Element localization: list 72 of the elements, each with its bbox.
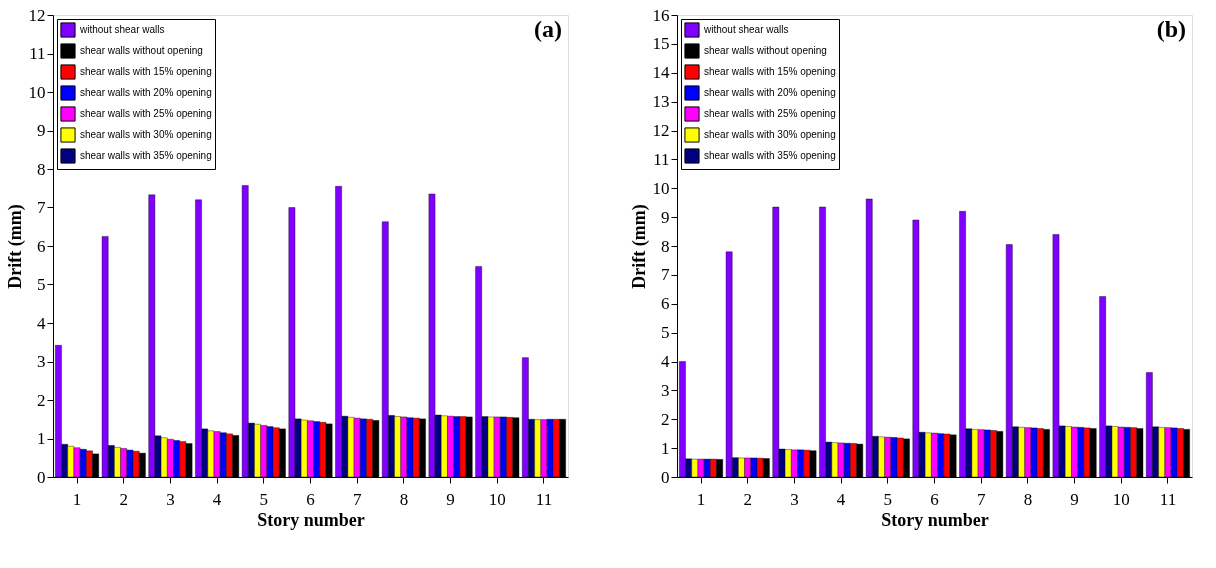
x-tick-label: 4 [212, 489, 222, 509]
y-tick-label: 7 [661, 265, 670, 285]
y-tick-label: 2 [37, 390, 46, 410]
x-tick-label: 5 [883, 489, 893, 509]
legend-label: shear walls without opening [704, 45, 827, 56]
y-tick-label: 3 [661, 380, 670, 400]
legend-label: shear walls with 20% opening [704, 87, 836, 98]
y-axis-title: Drift (mm) [628, 204, 650, 289]
y-tick-label: 1 [661, 438, 670, 458]
x-tick-label: 10 [488, 489, 506, 509]
x-tick-label: 3 [166, 489, 175, 509]
x-tick-label: 10 [1112, 489, 1130, 509]
legend-label: shear walls with 35% opening [704, 150, 836, 161]
y-tick-label: 9 [661, 207, 670, 227]
legend-label: shear walls with 15% opening [80, 66, 212, 77]
legend-label: shear walls with 35% opening [80, 150, 212, 161]
y-tick-label: 7 [37, 198, 46, 217]
x-tick-label: 8 [1023, 489, 1033, 509]
x-tick-label: 1 [696, 489, 706, 509]
y-tick-label: 5 [37, 275, 46, 294]
x-axis-title: Story number [881, 509, 989, 530]
y-tick-label: 11 [653, 149, 670, 169]
legend-label: without shear walls [79, 24, 165, 35]
y-tick-label: 2 [661, 409, 670, 429]
x-tick-label: 4 [836, 489, 846, 509]
y-tick-label: 13 [652, 92, 670, 112]
y-tick-label: 1 [37, 429, 46, 448]
legend-label: shear walls with 15% opening [704, 66, 836, 77]
y-tick-label: 4 [661, 352, 670, 371]
chart-title: (a) [534, 16, 562, 42]
y-tick-label: 15 [652, 34, 670, 54]
chart-title: (b) [1156, 16, 1186, 42]
x-axis-title: Story number [257, 509, 365, 530]
y-tick-label: 16 [652, 5, 670, 25]
y-tick-label: 6 [661, 294, 670, 314]
x-tick-label: 7 [976, 489, 986, 509]
legend-label: shear walls with 20% opening [80, 87, 212, 98]
y-tick-label: 9 [37, 121, 46, 140]
x-tick-label: 9 [1070, 489, 1079, 509]
x-tick-label: 8 [399, 489, 409, 509]
legend-label: shear walls with 30% opening [704, 129, 836, 140]
legend-label: shear walls without opening [80, 45, 203, 56]
x-tick-label: 11 [535, 489, 553, 509]
legend-label: shear walls with 30% opening [80, 129, 212, 140]
x-tick-label: 6 [306, 489, 315, 509]
legend-label: shear walls with 25% opening [80, 108, 212, 119]
y-tick-label: 6 [37, 236, 46, 256]
legend-label: shear walls with 25% opening [704, 108, 836, 119]
x-tick-label: 7 [352, 489, 362, 509]
x-tick-label: 11 [1159, 489, 1177, 509]
y-tick-label: 8 [37, 159, 46, 179]
x-tick-label: 9 [446, 489, 455, 509]
y-tick-label: 10 [28, 82, 46, 102]
y-tick-label: 4 [37, 313, 46, 333]
y-tick-label: 0 [37, 467, 46, 487]
y-axis-title: Drift (mm) [4, 204, 26, 289]
x-tick-label: 5 [259, 489, 269, 509]
y-tick-label: 12 [28, 5, 46, 25]
y-tick-label: 11 [29, 44, 46, 63]
x-tick-label: 1 [72, 489, 82, 509]
legend-label: without shear walls [703, 24, 789, 35]
x-tick-label: 2 [743, 489, 752, 509]
y-tick-label: 8 [661, 236, 670, 256]
y-tick-label: 10 [652, 178, 670, 198]
y-tick-label: 5 [661, 323, 670, 343]
y-tick-label: 14 [652, 63, 670, 83]
x-tick-label: 2 [119, 489, 128, 509]
y-tick-label: 0 [661, 467, 670, 487]
x-tick-label: 3 [790, 489, 799, 509]
x-tick-label: 6 [930, 489, 939, 509]
y-tick-label: 3 [37, 352, 46, 371]
y-tick-label: 12 [652, 121, 670, 140]
